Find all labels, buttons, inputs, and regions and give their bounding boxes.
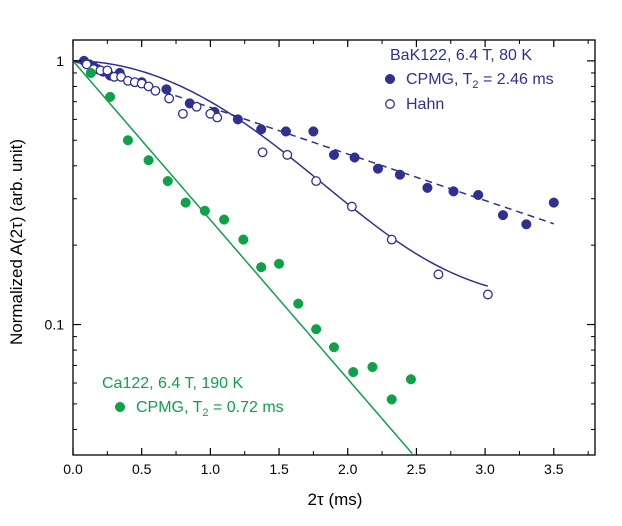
data-point-bak122-hahn [143,81,154,92]
legend-marker [385,99,395,109]
x-tick-label: 2.5 [407,461,427,477]
data-point-bak122-cpmg [473,189,484,201]
data-point-ca122-cpmg [367,361,378,373]
data-point-bak122-hahn [191,101,202,112]
x-tick-label: 0.0 [63,461,83,477]
data-point-ca122-cpmg [386,394,397,405]
data-point-bak122-hahn [212,112,223,123]
data-point-bak122-cpmg [328,149,340,160]
data-point-bak122-hahn [433,269,444,280]
data-point-bak122-hahn [282,149,293,160]
legend-entry-label: Hahn [406,96,444,113]
data-point-ca122-cpmg [274,258,285,269]
data-points-layer [78,55,559,405]
legend-bak122: BaK122, 6.4 T, 80 K CPMG, T2 = 2.46 ms Hah… [384,47,554,113]
data-point-bak122-cpmg [497,210,509,221]
data-point-bak122-hahn [150,85,161,96]
legend-title: Ca122, 6.4 T, 190 K [102,375,243,392]
data-point-bak122-hahn [311,176,322,187]
data-point-bak122-hahn [482,289,493,300]
x-tick-label: 0.5 [132,461,152,477]
data-point-ca122-cpmg [105,91,116,102]
data-point-bak122-cpmg [521,219,532,230]
fit-line-bak122-hahn-fit [72,60,489,287]
data-point-bak122-hahn [386,234,397,245]
data-point-ca122-cpmg [122,135,133,146]
x-tick-label: 3.5 [544,461,564,477]
axes-layer: 0.0 0.5 1.0 1.5 2.0 2.5 3.0 3.5 1 0.1 [45,40,595,477]
legend-value: = 0.72 ms [209,399,284,416]
data-point-bak122-hahn [102,65,113,76]
data-point-bak122-cpmg [372,163,384,174]
data-point-ca122-cpmg [256,262,267,273]
y-axis-label: Normalized A(2τ) (arb. unit) [7,139,26,345]
data-point-bak122-cpmg [161,84,172,95]
data-point-bak122-cpmg [232,114,243,125]
fit-curves-layer [72,60,555,455]
legend-marker [114,401,126,413]
data-point-bak122-cpmg [548,197,559,208]
data-point-ca122-cpmg [405,374,416,385]
data-point-bak122-hahn [177,108,188,119]
data-point-bak122-cpmg [422,182,433,193]
data-point-ca122-cpmg [199,205,210,216]
data-point-bak122-cpmg [448,186,459,197]
data-point-bak122-hahn [346,201,357,212]
data-point-bak122-cpmg [308,126,319,137]
data-point-ca122-cpmg [311,324,322,335]
legend-marker [384,73,396,85]
fit-line-ca122-cpmg-fit [72,60,413,455]
data-point-ca122-cpmg [348,367,359,378]
data-point-ca122-cpmg [328,342,340,353]
x-tick-label: 2.0 [338,461,358,477]
x-tick-label: 1.5 [269,461,289,477]
plot-frame [72,39,596,456]
legends-layer: BaK122, 6.4 T, 80 K CPMG, T2 = 2.46 ms Hah… [102,47,554,419]
data-point-ca122-cpmg [238,234,249,245]
data-point-bak122-hahn [164,93,175,104]
y-tick-label: 1 [56,53,64,69]
x-tick-label: 1.0 [201,461,221,477]
data-point-bak122-hahn [81,59,92,70]
data-point-ca122-cpmg [180,197,191,208]
x-tick-label: 3.0 [475,461,495,477]
legend-subscript: 2 [202,407,208,419]
data-point-ca122-cpmg [143,155,154,166]
data-point-bak122-cpmg [349,152,360,163]
data-point-ca122-cpmg [293,298,304,309]
data-point-ca122-cpmg [219,214,230,225]
legend-value: = 2.46 ms [479,71,554,88]
legend-title: BaK122, 6.4 T, 80 K [390,47,532,64]
data-point-ca122-cpmg [162,176,173,187]
data-point-ca122-cpmg [85,67,96,78]
x-axis-label: 2τ (ms) [308,490,363,509]
legend-entry-label: CPMG, T2 = 2.46 ms [406,71,554,91]
data-point-bak122-cpmg [394,169,405,180]
legend-entry-label: CPMG, T2 = 0.72 ms [136,399,284,419]
data-point-bak122-cpmg [256,124,267,135]
data-point-bak122-hahn [257,147,268,158]
legend-ca122: Ca122, 6.4 T, 190 K CPMG, T2 = 0.72 ms [102,375,284,419]
legend-subscript: 2 [472,79,478,91]
plot-frame-layer [72,39,596,456]
data-point-bak122-cpmg [280,126,291,137]
y-tick-label: 0.1 [45,317,65,333]
